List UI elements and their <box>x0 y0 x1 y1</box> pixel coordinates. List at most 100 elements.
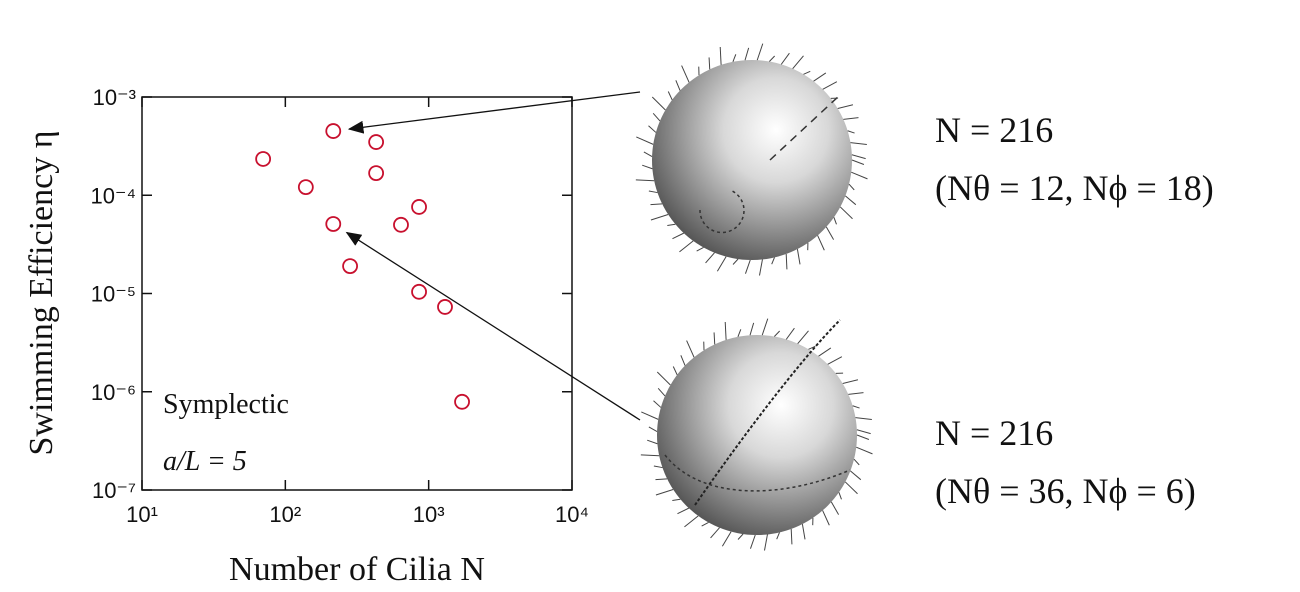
cilium <box>641 412 658 419</box>
x-tick-label: 10⁴ <box>555 502 589 527</box>
cilium <box>764 534 767 550</box>
cilium <box>845 482 857 494</box>
cilium <box>834 217 837 224</box>
cilium <box>777 532 780 539</box>
cilium <box>647 440 657 444</box>
cilium <box>672 499 680 500</box>
cilium <box>823 510 830 525</box>
cilium <box>853 406 860 408</box>
data-point <box>438 300 452 314</box>
y-tick-label: 10⁻⁷ <box>92 478 136 503</box>
cilium <box>654 466 663 468</box>
cilium <box>798 331 809 344</box>
cilium <box>786 328 794 339</box>
cilium <box>706 253 715 263</box>
cilium <box>697 247 704 251</box>
cilium <box>651 214 668 220</box>
cilium <box>650 204 662 205</box>
annotation: a/L = 5 <box>163 446 247 477</box>
cilium <box>656 489 673 495</box>
cilium <box>636 180 654 181</box>
config-detail: (Nθ = 36, Nϕ = 6) <box>935 471 1196 511</box>
cilium <box>725 322 726 340</box>
y-tick-label: 10⁻⁴ <box>90 183 136 208</box>
data-point <box>369 135 383 149</box>
cilium <box>840 207 852 219</box>
cilium <box>745 260 750 274</box>
cilium <box>793 56 804 69</box>
cilium <box>733 54 736 61</box>
cilium <box>843 118 858 120</box>
cilium <box>839 492 842 499</box>
cilium <box>717 257 726 272</box>
cilium <box>757 44 763 61</box>
data-point <box>412 285 426 299</box>
cilium <box>644 152 652 157</box>
cilium <box>642 165 652 169</box>
data-point <box>455 395 469 409</box>
sphere <box>652 60 852 260</box>
data-point <box>343 259 357 273</box>
cilium <box>856 447 872 454</box>
cilium <box>652 97 665 110</box>
cilium <box>750 323 754 335</box>
cilium <box>679 241 693 252</box>
cilium <box>702 522 709 526</box>
cilium <box>851 172 867 179</box>
y-tick-label: 10⁻⁵ <box>91 282 136 307</box>
data-point <box>369 166 383 180</box>
cilium <box>653 113 660 121</box>
cilium <box>682 66 689 83</box>
cilium <box>845 196 855 205</box>
cilium <box>649 427 657 432</box>
cilium <box>722 532 731 547</box>
cilium <box>672 233 683 239</box>
cilium <box>852 160 864 164</box>
y-tick-label: 10⁻³ <box>93 85 136 110</box>
cilium <box>781 53 789 64</box>
cilium <box>802 524 805 539</box>
cilium <box>828 357 842 365</box>
data-point <box>412 200 426 214</box>
cilium <box>684 516 698 527</box>
arrow <box>347 233 640 420</box>
cilium <box>711 528 720 538</box>
plot-frame <box>142 97 572 490</box>
cilium <box>823 82 837 90</box>
cilium <box>819 348 831 356</box>
cilium <box>852 155 866 159</box>
cilium <box>641 455 659 456</box>
cilium <box>649 126 656 133</box>
cilium <box>849 184 854 190</box>
cilium <box>654 401 661 408</box>
cilium <box>733 259 738 264</box>
cilium <box>676 80 680 90</box>
cilium <box>738 534 743 539</box>
cilium <box>814 73 826 81</box>
data-point <box>256 152 270 166</box>
cilium <box>772 257 775 264</box>
config-title: N = 216 <box>935 110 1053 150</box>
cilium <box>762 319 768 336</box>
cilium <box>831 502 838 515</box>
config-detail: (Nθ = 12, Nϕ = 18) <box>935 168 1214 208</box>
config-title: N = 216 <box>935 413 1053 453</box>
x-tick-label: 10¹ <box>126 502 158 527</box>
cilium <box>655 479 667 480</box>
data-point <box>299 180 313 194</box>
cilium <box>854 459 859 465</box>
data-point <box>394 218 408 232</box>
cilium <box>720 47 721 65</box>
cilium <box>673 366 677 374</box>
cilium <box>791 529 792 544</box>
cilium <box>759 259 762 275</box>
cilium <box>769 56 774 61</box>
cilium <box>774 331 779 336</box>
cilium <box>804 71 811 74</box>
x-tick-label: 10² <box>269 502 301 527</box>
cilium <box>738 329 741 336</box>
cilium <box>745 48 749 60</box>
sphere <box>657 335 857 535</box>
cilium <box>797 249 800 264</box>
cilium <box>750 535 755 549</box>
